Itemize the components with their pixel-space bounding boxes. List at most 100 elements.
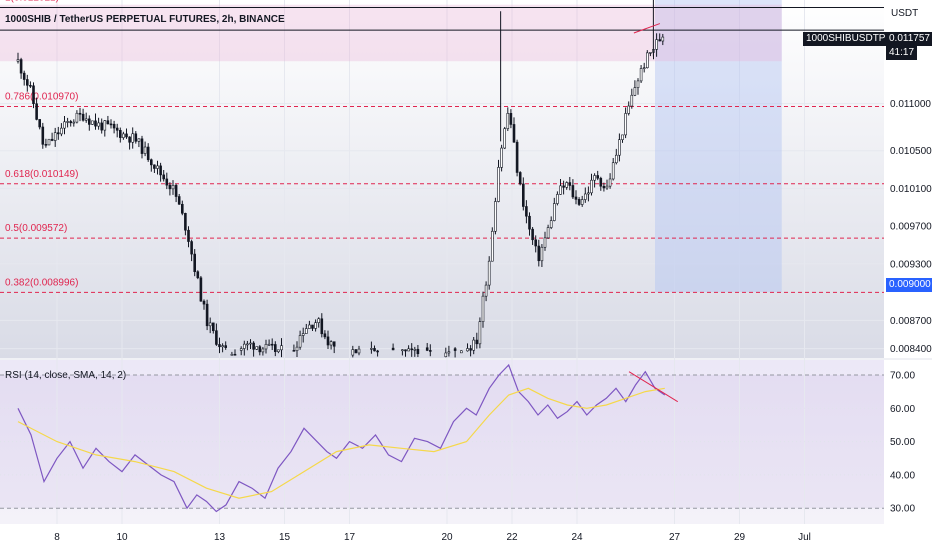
rsi-ma-line: [17, 387, 665, 499]
candle-body: [122, 133, 125, 138]
candle-body: [574, 196, 578, 200]
candle-body: [562, 185, 565, 188]
candle-body: [565, 182, 569, 188]
candle-body: [97, 122, 100, 127]
candle-body: [546, 227, 550, 239]
candle-body: [503, 128, 507, 149]
x-tick-label: 22: [506, 532, 518, 543]
candle-body: [150, 159, 153, 166]
candle-body: [655, 39, 658, 50]
candle-body: [320, 318, 324, 335]
candle-body: [580, 199, 584, 205]
candle-body: [658, 39, 662, 42]
candle-body: [605, 185, 609, 189]
candle-body: [106, 120, 110, 125]
candle-body: [112, 123, 116, 129]
candle-body: [587, 192, 590, 195]
candle-body: [490, 230, 494, 262]
candle-body: [233, 353, 237, 356]
candle-body: [215, 330, 218, 345]
candle-body: [537, 245, 541, 262]
candle-body: [134, 133, 138, 142]
candle-body: [552, 203, 556, 221]
candle-body: [280, 345, 283, 351]
rsi-tick-label: 40.00: [890, 470, 915, 481]
main-pane-background: [0, 0, 884, 358]
candle-body: [481, 295, 485, 323]
x-tick-label: 8: [54, 532, 60, 543]
candle-body: [475, 339, 479, 345]
candle-body: [63, 121, 66, 129]
candle-body: [636, 80, 640, 88]
candle-body: [91, 120, 94, 125]
symbol-tag: 1000SHIBUSDTPERP: [803, 32, 910, 46]
candle-body: [44, 144, 48, 146]
candle-body: [100, 122, 103, 131]
candle-body: [75, 112, 79, 123]
candle-body: [270, 343, 274, 346]
candle-body: [410, 348, 414, 351]
candle-body: [391, 347, 395, 351]
candle-body: [472, 339, 476, 351]
rsi-divergence-line: [628, 371, 679, 403]
candle-body: [494, 201, 497, 232]
candle-body: [323, 333, 327, 338]
candle-body: [298, 335, 302, 348]
fib-label: 1(0.012021): [5, 0, 59, 3]
candle-body: [177, 196, 181, 205]
candle-body: [407, 348, 410, 352]
candle-body: [84, 118, 88, 121]
candle-body: [459, 350, 463, 354]
candle-body: [540, 246, 544, 262]
candle-body: [277, 349, 280, 352]
candle-body: [196, 271, 200, 279]
candle-body: [599, 177, 603, 187]
candle-body: [115, 127, 119, 131]
candle-body: [230, 353, 234, 356]
candle-body: [614, 154, 618, 164]
level-price-tag: 0.009000: [886, 278, 932, 292]
candle-body: [357, 348, 361, 354]
x-tick-label: 29: [734, 532, 746, 543]
candle-body: [131, 133, 134, 143]
candle-body: [47, 138, 51, 146]
candle-body: [38, 119, 42, 128]
candle-body: [156, 165, 159, 169]
candle-body: [212, 322, 215, 332]
candle-body: [56, 132, 60, 135]
candle-body: [125, 133, 128, 138]
candle-body: [428, 350, 432, 352]
candle-body: [199, 277, 203, 302]
candle-body: [168, 184, 172, 190]
countdown-tag: 41:17: [886, 46, 918, 60]
candle-body: [416, 348, 420, 355]
candle-body: [109, 123, 113, 126]
candle-body: [153, 164, 156, 169]
candle-body: [639, 68, 643, 82]
x-tick-label: 20: [441, 532, 453, 543]
candle-body: [515, 141, 519, 173]
candle-body: [373, 348, 376, 352]
time-axis-background: [0, 524, 932, 550]
candle-body: [478, 321, 482, 345]
candle-body: [103, 120, 107, 131]
candle-body: [184, 213, 187, 231]
candle-body: [137, 138, 141, 142]
y-tick-label: 0.011000: [890, 99, 931, 110]
fib-label: 0.786(0.010970): [5, 91, 78, 102]
candle-body: [190, 241, 193, 255]
candle-body: [88, 118, 91, 125]
candle-body: [72, 121, 76, 124]
candle-body: [174, 185, 178, 197]
candle-body: [590, 179, 593, 194]
candle-body: [35, 103, 38, 120]
candle-body: [50, 138, 54, 141]
y-tick-label: 0.010100: [890, 184, 932, 195]
candle-body: [484, 284, 488, 297]
candle-body: [602, 185, 606, 189]
candle-body: [171, 185, 175, 190]
candle-body: [218, 344, 221, 348]
candle-body: [401, 349, 404, 352]
candle-body: [202, 300, 206, 305]
